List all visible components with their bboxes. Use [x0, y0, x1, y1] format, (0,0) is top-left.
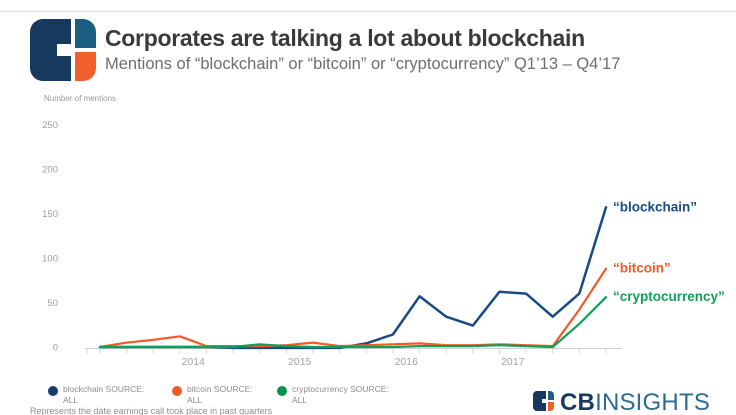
mini-logo-orange-block — [547, 402, 554, 411]
logo-blue-block — [75, 19, 96, 48]
y-axis-tick-label: 100 — [42, 254, 58, 265]
blockchain-end-label: “blockchain” — [613, 199, 697, 214]
y-axis-title: Number of mentions — [44, 94, 117, 103]
x-axis-year-label: 2017 — [501, 356, 525, 368]
mentions-line-chart: 2014 2015 2016 2017 0 50 100 150 200 250 “blockcha… — [0, 110, 736, 370]
logo-c-notch — [57, 44, 71, 56]
cryptocurrency-line — [98, 296, 608, 349]
chart-plot-area: 2014 2015 2016 2017 0 50 100 150 200 250 “blockcha… — [42, 120, 725, 368]
bitcoin-line — [98, 267, 608, 349]
wordmark-cb: CB — [560, 389, 596, 415]
top-divider — [0, 11, 736, 12]
y-axis-tick-label: 0 — [53, 343, 58, 354]
y-axis-tick-label: 150 — [42, 209, 58, 220]
mini-logo-blue-block — [547, 391, 554, 400]
legend-item-cryptocurrency: cryptocurrency SOURCE: ALL — [277, 384, 389, 406]
cryptocurrency-dot-icon — [277, 386, 287, 396]
legend-scope: ALL — [187, 395, 203, 405]
blockchain-line — [98, 206, 608, 350]
legend-item-bitcoin: bitcoin SOURCE: ALL — [172, 384, 253, 406]
chart-legend: blockchain SOURCE: ALL bitcoin SOURCE: A… — [0, 382, 520, 415]
bitcoin-end-label: “bitcoin” — [613, 261, 671, 276]
cb-insights-logo — [30, 19, 96, 81]
blockchain-dot-icon — [48, 386, 58, 396]
legend-item-blockchain: blockchain SOURCE: ALL — [48, 384, 144, 406]
footnote: Represents the date earnings call took p… — [30, 406, 273, 415]
y-axis-tick-label: 200 — [42, 165, 58, 176]
cb-insights-wordmark: CBINSIGHTS — [533, 391, 710, 415]
legend-label: blockchain SOURCE: — [63, 384, 145, 394]
chart-title: Corporates are talking a lot about block… — [105, 25, 585, 51]
legend-scope: ALL — [292, 395, 308, 405]
mini-logo-c-notch — [541, 399, 546, 403]
x-axis-year-label: 2016 — [395, 356, 419, 368]
cryptocurrency-end-label: “cryptocurrency” — [613, 289, 725, 304]
y-axis-tick-label: 50 — [47, 298, 58, 309]
y-axis-tick-label: 250 — [42, 120, 58, 131]
chart-subtitle: Mentions of “blockchain” or “bitcoin” or… — [105, 55, 621, 73]
legend-label: bitcoin SOURCE: — [187, 384, 253, 394]
wordmark-insights: INSIGHTS — [595, 389, 711, 415]
mini-logo-c-block — [533, 391, 546, 411]
x-axis-year-label: 2015 — [288, 356, 312, 368]
x-axis-year-label: 2014 — [182, 356, 206, 368]
legend-scope: ALL — [63, 395, 79, 405]
cb-insights-mini-logo — [533, 391, 554, 411]
bitcoin-dot-icon — [172, 386, 182, 396]
legend-label: cryptocurrency SOURCE: — [292, 384, 389, 394]
logo-orange-block — [75, 52, 96, 81]
